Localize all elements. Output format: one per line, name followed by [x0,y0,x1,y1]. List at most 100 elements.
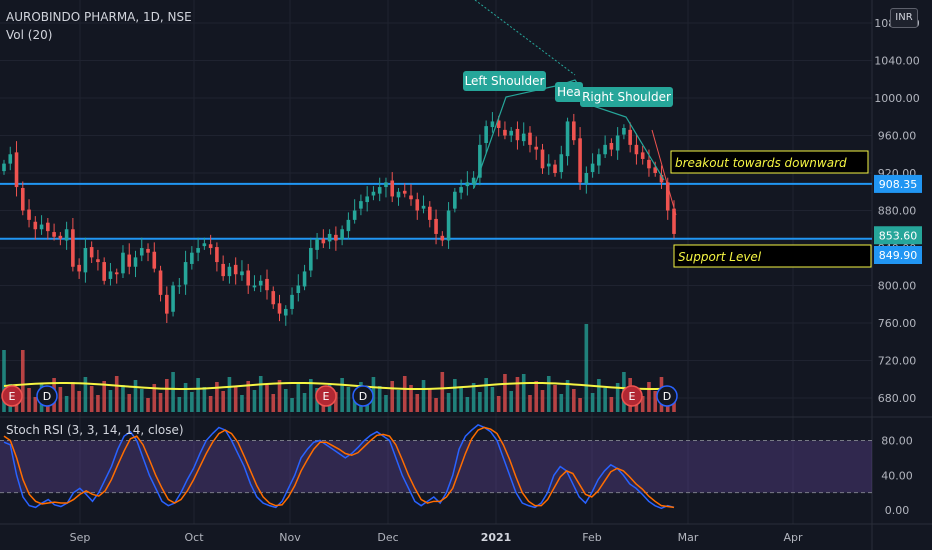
currency-button[interactable]: INR [890,8,918,28]
candle [89,247,94,258]
candle [108,271,113,279]
volume-bar [258,376,263,412]
candle [521,133,526,142]
candle [121,252,125,274]
volume-bar [553,385,557,412]
time-tick-label: 2021 [481,531,512,544]
candle [584,173,589,184]
candle [396,191,401,198]
marker-label: D [663,390,671,403]
earnings-marker[interactable]: E [1,385,23,407]
candle [102,262,106,281]
candle [346,219,351,232]
time-tick-label: Feb [582,531,601,544]
candle [665,182,670,211]
candle [409,195,413,200]
volume-bar [89,386,94,412]
candle [427,206,432,220]
volume-bar [653,391,658,412]
rsi-band [0,440,872,493]
candle [446,210,451,241]
volume-bar [146,398,150,412]
candle [215,247,219,263]
volume-bar [290,398,294,412]
volume-bar [490,387,495,412]
candle [565,121,570,157]
candle [471,177,476,185]
price-tag: 908.35 [879,178,918,191]
candle [296,285,301,293]
volume-bar [509,391,513,412]
candle [496,120,501,128]
volume-bar [177,397,182,412]
candle [165,294,169,314]
candle [540,149,545,169]
pattern-label-bg [463,71,546,91]
price-tick-label: 880.00 [878,205,917,218]
candle [622,128,626,135]
candle [158,270,163,295]
volume-bar [540,390,545,412]
price-tag-bg [874,226,922,245]
volume-bar [196,378,200,412]
candle [546,163,551,167]
candle [365,196,369,203]
volume-bar [534,381,539,412]
candle [202,243,207,247]
volume-bar [20,350,25,412]
candle [478,144,482,178]
volume-bar [597,379,601,412]
volume-bar [27,388,31,412]
candle [572,121,576,141]
candle [14,152,19,188]
earnings-marker[interactable]: E [315,385,337,407]
rsi-tick-label: 0.00 [885,504,910,517]
candle [615,135,620,151]
volume-bar [271,394,276,412]
earnings-marker[interactable]: E [621,385,643,407]
volume-bar [127,394,132,412]
pattern-label-bg [555,82,583,102]
pattern-label: Right Shoulder [582,90,671,104]
volume-bar [615,383,620,412]
stoch-d-line [3,426,675,509]
marker-label: D [43,390,51,403]
volume-bar [71,382,75,412]
time-tick-label: Dec [377,531,398,544]
volume-bar [246,381,251,412]
dividend-marker[interactable]: D [352,385,374,407]
volume-bar [190,392,194,412]
candle [490,121,495,128]
volume-bar [309,379,313,412]
candle [559,154,564,173]
dividend-marker[interactable]: D [656,385,678,407]
volume-bar [565,380,570,412]
candle [465,182,470,187]
candle [528,132,532,145]
volume-bar [584,324,589,412]
price-tag: 849.90 [879,249,918,262]
time-tick-label: Apr [783,531,803,544]
volume-bar [484,378,488,412]
volume-bar [96,395,100,412]
candle [64,229,69,241]
price-tick-label: 1000.00 [874,92,920,105]
volume-bar [453,379,457,412]
volume-bar [578,398,582,412]
candle [77,264,81,272]
volume-bar [559,394,564,412]
volume-bar [265,385,269,412]
candle [352,210,357,220]
dividend-marker[interactable]: D [36,385,58,407]
volume-bar [33,397,38,412]
volume-bar [465,397,470,412]
candle [114,272,119,275]
rsi-tick-label: 80.00 [881,435,913,448]
candle [515,128,520,141]
price-tick-label: 760.00 [878,317,917,330]
support-callout: Support Level [678,250,762,264]
chart-title: AUROBINDO PHARMA, 1D, NSE [6,10,192,24]
candle [653,167,658,173]
candle [321,238,326,244]
